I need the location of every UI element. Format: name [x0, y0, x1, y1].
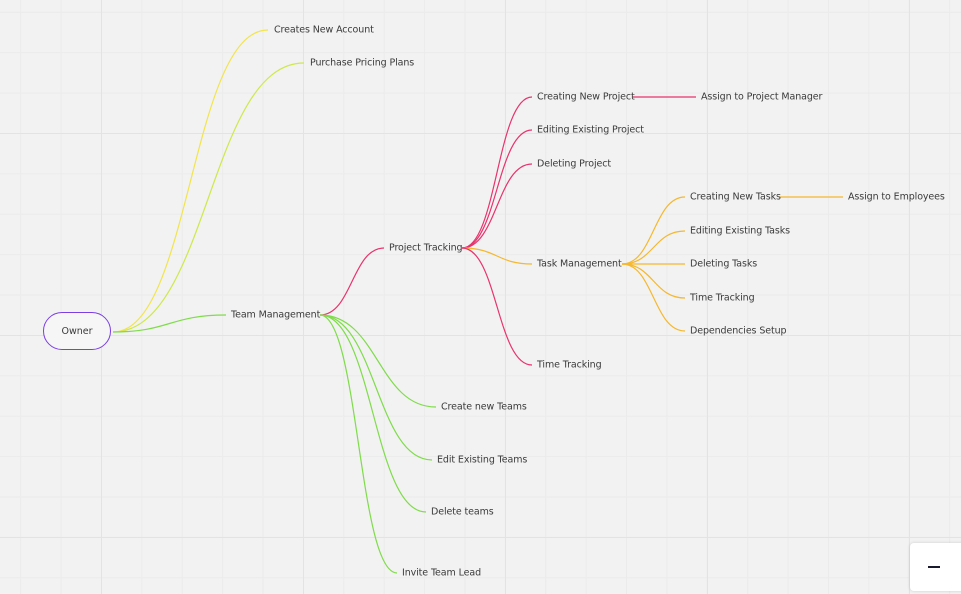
node-task-management[interactable]: Task Management — [537, 258, 622, 270]
root-node-owner[interactable]: Owner — [43, 312, 111, 350]
zoom-controls — [910, 543, 961, 591]
node-deleting-tasks[interactable]: Deleting Tasks — [690, 258, 758, 270]
node-time-tracking-tasks[interactable]: Time Tracking — [690, 292, 755, 304]
node-dependencies-setup[interactable]: Dependencies Setup — [690, 325, 787, 337]
connector-project-time — [461, 247, 533, 366]
node-creating-new-project[interactable]: Creating New Project — [537, 91, 635, 103]
node-delete-teams[interactable]: Delete teams — [431, 506, 494, 518]
connector-team-invite — [319, 314, 398, 574]
node-edit-existing-teams[interactable]: Edit Existing Teams — [437, 454, 528, 466]
connector-task-time — [621, 263, 686, 299]
node-project-tracking[interactable]: Project Tracking — [389, 242, 463, 254]
connector-project-delete — [461, 163, 533, 249]
root-node-label: Owner — [61, 325, 93, 337]
connector-team-create — [319, 314, 437, 408]
connector-team-edit — [319, 314, 433, 461]
minus-icon[interactable] — [928, 566, 940, 568]
connector-task-edit — [621, 230, 686, 265]
connector-task-create — [621, 196, 686, 265]
connector-owner-team — [112, 314, 227, 333]
node-invite-team-lead[interactable]: Invite Team Lead — [402, 567, 482, 579]
connector-owner-account — [112, 29, 269, 333]
connector-project-edit — [461, 129, 533, 249]
node-creating-new-tasks[interactable]: Creating New Tasks — [690, 191, 781, 203]
node-editing-existing-tasks[interactable]: Editing Existing Tasks — [690, 225, 791, 237]
node-assign-to-project-manager[interactable]: Assign to Project Manager — [701, 91, 823, 103]
node-editing-existing-project[interactable]: Editing Existing Project — [537, 124, 644, 136]
connector-owner-pricing — [112, 62, 305, 333]
node-purchase-pricing-plans[interactable]: Purchase Pricing Plans — [310, 57, 415, 69]
node-assign-to-employees[interactable]: Assign to Employees — [848, 191, 945, 203]
node-deleting-project[interactable]: Deleting Project — [537, 158, 611, 170]
connector-project-task — [461, 247, 533, 265]
connector-project-create — [461, 96, 533, 249]
node-creates-new-account[interactable]: Creates New Account — [274, 24, 374, 36]
connector-task-deps — [621, 263, 686, 332]
node-time-tracking-project[interactable]: Time Tracking — [537, 359, 602, 371]
connector-team-delete — [319, 314, 427, 513]
connector-team-project — [319, 247, 385, 316]
node-team-management[interactable]: Team Management — [231, 309, 321, 321]
node-create-new-teams[interactable]: Create new Teams — [441, 401, 527, 413]
